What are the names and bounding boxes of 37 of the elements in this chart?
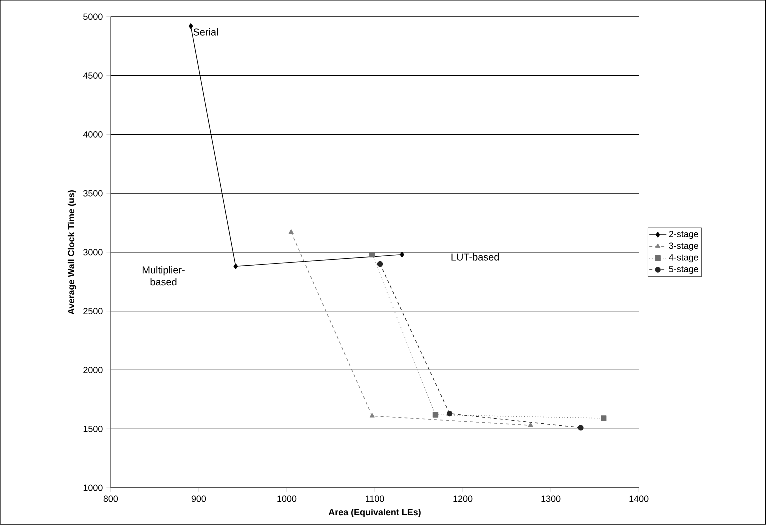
legend-label: 5-stage xyxy=(669,266,698,274)
annotation: LUT-based xyxy=(452,254,500,261)
point xyxy=(400,252,404,258)
y-tick-label: 4000 xyxy=(83,132,103,138)
x-tick-label: 900 xyxy=(192,496,206,502)
point xyxy=(370,413,375,418)
y-axis-title: Average Wall Clock Time (us) xyxy=(68,190,76,315)
legend-label: 4-stage xyxy=(669,254,698,263)
annotation: Multiplier-based xyxy=(142,266,185,286)
point xyxy=(188,24,194,30)
y-tick-label: 1500 xyxy=(84,426,103,432)
y-tick-label: 1000 xyxy=(84,484,103,492)
point xyxy=(432,412,439,418)
legend-label: 2-stage xyxy=(669,231,698,240)
annotation: Serial xyxy=(194,28,218,36)
x-tick-label: 1200 xyxy=(454,496,473,502)
x-tick-label: 800 xyxy=(104,496,118,502)
y-tick-label: 5000 xyxy=(84,14,103,20)
x-tick-label: 1400 xyxy=(630,496,649,502)
y-tick-label: 3500 xyxy=(84,190,103,197)
point xyxy=(370,252,376,258)
point xyxy=(446,411,453,417)
x-tick-label: 1100 xyxy=(366,496,384,502)
point xyxy=(601,416,607,422)
y-tick-label: 2500 xyxy=(84,308,103,315)
x-tick-label: 1300 xyxy=(542,496,561,502)
point xyxy=(288,230,294,234)
y-tick-label: 4500 xyxy=(83,72,103,79)
x-tick-label: 1000 xyxy=(278,496,297,502)
point xyxy=(234,264,238,270)
point xyxy=(528,422,534,428)
point xyxy=(377,261,384,268)
point xyxy=(578,425,584,431)
y-tick-label: 3000 xyxy=(84,249,103,256)
x-axis-title: Area (Equivalent LEs) xyxy=(328,509,421,518)
y-tick-label: 2000 xyxy=(84,367,103,374)
legend-label: 3-stage xyxy=(669,242,698,251)
